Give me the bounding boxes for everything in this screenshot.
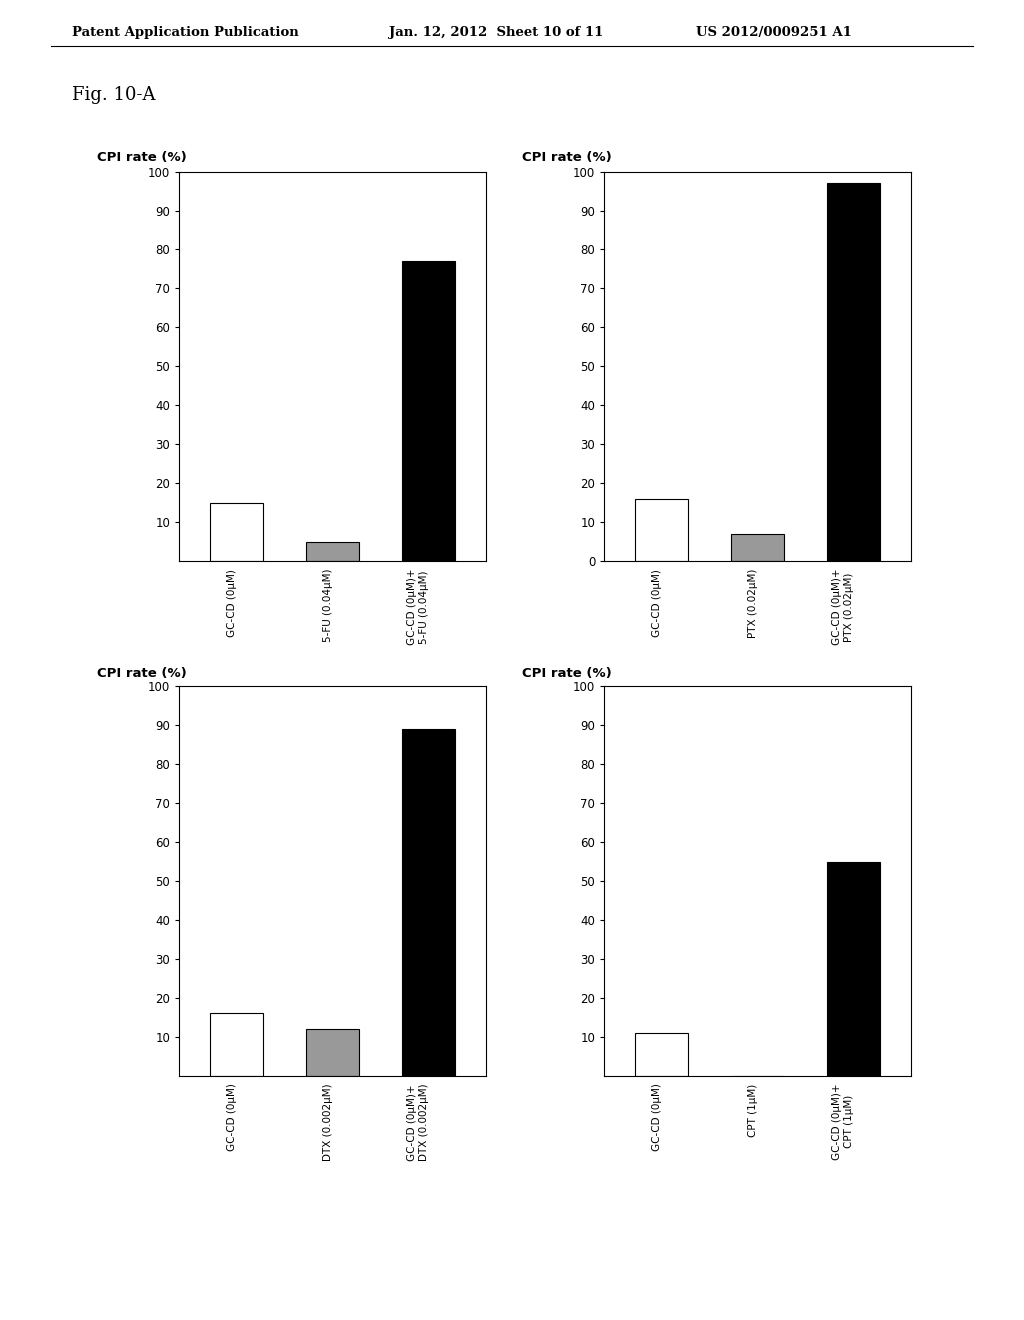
Bar bbox=[635, 499, 688, 561]
Bar bbox=[827, 183, 881, 561]
Text: CPI rate (%): CPI rate (%) bbox=[522, 150, 612, 164]
Text: US 2012/0009251 A1: US 2012/0009251 A1 bbox=[696, 26, 852, 40]
Text: Jan. 12, 2012  Sheet 10 of 11: Jan. 12, 2012 Sheet 10 of 11 bbox=[389, 26, 603, 40]
Text: CPI rate (%): CPI rate (%) bbox=[97, 667, 187, 680]
Text: Patent Application Publication: Patent Application Publication bbox=[72, 26, 298, 40]
Text: CPI rate (%): CPI rate (%) bbox=[97, 150, 187, 164]
Text: Fig. 10-A: Fig. 10-A bbox=[72, 86, 156, 104]
Bar bbox=[402, 729, 456, 1076]
Bar bbox=[210, 1014, 263, 1076]
Bar bbox=[402, 261, 456, 561]
Bar bbox=[635, 1034, 688, 1076]
Bar bbox=[210, 503, 263, 561]
Bar bbox=[306, 541, 359, 561]
Text: CPI rate (%): CPI rate (%) bbox=[522, 667, 612, 680]
Bar bbox=[827, 862, 881, 1076]
Bar bbox=[306, 1030, 359, 1076]
Bar bbox=[731, 533, 784, 561]
